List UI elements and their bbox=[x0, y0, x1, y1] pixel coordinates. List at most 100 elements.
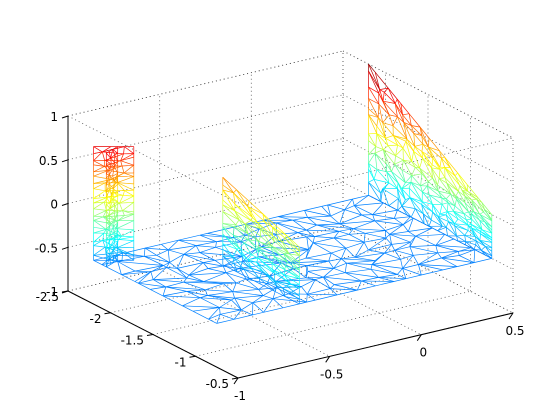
mesh-edge bbox=[106, 221, 110, 226]
mesh-edge bbox=[354, 205, 362, 216]
mesh-edge bbox=[234, 210, 251, 221]
mesh-edge bbox=[465, 241, 476, 246]
mesh-edge bbox=[222, 223, 236, 226]
mesh-edge bbox=[272, 226, 287, 236]
mesh-edge bbox=[247, 206, 258, 223]
mesh-edge bbox=[109, 219, 115, 226]
mesh-edge bbox=[474, 236, 477, 241]
mesh-edge bbox=[257, 222, 275, 242]
mesh-edge bbox=[409, 246, 414, 256]
mesh-edge bbox=[437, 251, 459, 254]
mesh-edge bbox=[405, 197, 411, 201]
mesh-edge bbox=[437, 226, 447, 232]
mesh-edge bbox=[93, 160, 105, 167]
mesh-edge bbox=[439, 204, 443, 215]
mesh-edge bbox=[199, 233, 208, 236]
mesh-edge bbox=[441, 158, 446, 168]
mesh-edge bbox=[421, 204, 433, 213]
mesh-edge bbox=[242, 260, 282, 264]
mesh-edge bbox=[220, 309, 242, 315]
mesh-edge bbox=[232, 249, 238, 258]
mesh-edge bbox=[483, 211, 493, 222]
mesh-edge bbox=[283, 253, 300, 267]
mesh-edge bbox=[232, 289, 259, 293]
mesh-edge bbox=[156, 254, 170, 263]
mesh-edge bbox=[144, 243, 162, 249]
mesh-edge bbox=[167, 249, 170, 263]
mesh-edge bbox=[421, 204, 432, 221]
mesh-edge bbox=[394, 103, 398, 117]
mesh-edge bbox=[466, 219, 469, 226]
y-tick-mark bbox=[104, 312, 111, 315]
mesh-edge bbox=[459, 185, 468, 192]
mesh-edge bbox=[307, 215, 331, 218]
mesh-edge bbox=[397, 144, 404, 149]
mesh-edge bbox=[387, 145, 396, 157]
mesh-edge bbox=[371, 264, 398, 275]
mesh-edge bbox=[364, 237, 386, 243]
mesh-edge bbox=[402, 255, 414, 269]
mesh-edge bbox=[108, 174, 113, 177]
mesh-edge bbox=[105, 225, 111, 236]
mesh-edge bbox=[357, 285, 376, 291]
mesh-edge bbox=[392, 116, 398, 126]
mesh-edge bbox=[108, 149, 113, 152]
mesh-edge bbox=[93, 210, 107, 217]
mesh-edge bbox=[375, 133, 378, 147]
mesh-edge bbox=[370, 264, 373, 270]
mesh-edge bbox=[116, 240, 134, 249]
mesh-edge bbox=[411, 175, 421, 186]
mesh-edge bbox=[457, 240, 466, 243]
mesh-edge bbox=[114, 201, 118, 205]
mesh-edge bbox=[393, 135, 404, 149]
mesh-edge bbox=[208, 307, 220, 320]
mesh-edge bbox=[121, 165, 125, 174]
mesh-edge bbox=[327, 198, 353, 206]
mesh-edge bbox=[479, 229, 483, 232]
mesh-edge bbox=[106, 263, 111, 268]
mesh-edge bbox=[233, 192, 236, 205]
mesh-edge bbox=[361, 280, 376, 287]
mesh-edge bbox=[368, 63, 376, 73]
mesh-edge bbox=[108, 183, 111, 189]
mesh-edge bbox=[479, 220, 493, 234]
mesh-edge bbox=[450, 193, 456, 207]
mesh-edge bbox=[458, 185, 461, 192]
mesh-edge bbox=[341, 256, 356, 260]
mesh-edge bbox=[103, 229, 107, 234]
mesh-edge bbox=[233, 192, 253, 218]
mesh-edge bbox=[232, 234, 240, 249]
mesh-edge bbox=[467, 224, 472, 229]
mesh-edge bbox=[422, 143, 429, 148]
mesh-edge bbox=[251, 250, 259, 256]
mesh-edge bbox=[329, 284, 335, 289]
mesh-edge bbox=[219, 307, 221, 315]
mesh-edge bbox=[106, 204, 111, 209]
mesh-edge bbox=[304, 210, 331, 217]
mesh-edge bbox=[384, 252, 401, 260]
mesh-edge bbox=[413, 151, 420, 169]
mesh-edge bbox=[106, 152, 111, 159]
mesh-edge bbox=[312, 236, 315, 243]
mesh-edge bbox=[403, 159, 416, 168]
y-tick-label: -1.5 bbox=[121, 334, 144, 348]
mesh-edge bbox=[238, 219, 249, 234]
mesh-edge bbox=[402, 113, 410, 116]
mesh-edge bbox=[414, 143, 424, 147]
mesh-edge bbox=[138, 282, 166, 288]
mesh-edge bbox=[106, 225, 110, 230]
mesh-edge bbox=[241, 256, 244, 262]
mesh-edge bbox=[471, 227, 481, 241]
mesh-edge bbox=[307, 216, 340, 225]
mesh-edge bbox=[263, 221, 274, 237]
mesh-edge bbox=[315, 294, 338, 301]
mesh-edge bbox=[374, 152, 387, 172]
mesh-edge bbox=[178, 234, 200, 241]
mesh-edge bbox=[238, 242, 245, 249]
mesh-edge bbox=[385, 237, 392, 245]
mesh-edge bbox=[410, 125, 415, 134]
mesh-edge bbox=[467, 190, 477, 200]
mesh-edge bbox=[439, 150, 445, 158]
mesh-edge bbox=[476, 198, 485, 210]
mesh-edge bbox=[222, 243, 238, 250]
